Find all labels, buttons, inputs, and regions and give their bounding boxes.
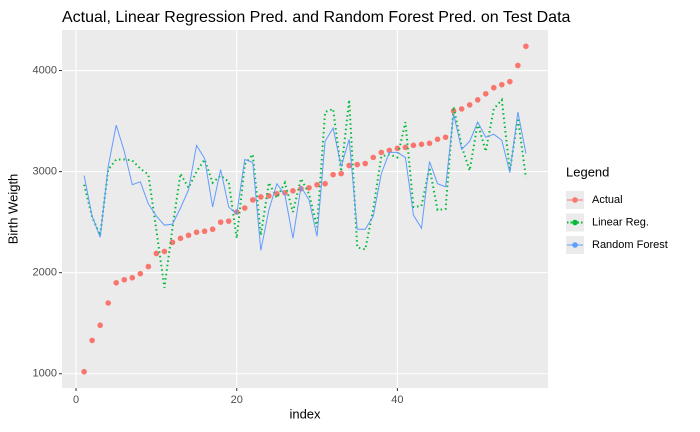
data-point <box>201 228 208 235</box>
data-point <box>121 276 128 283</box>
data-point <box>346 162 352 169</box>
data-point <box>217 219 224 225</box>
legend-marker <box>572 242 578 248</box>
legend-marker <box>572 197 578 203</box>
data-point <box>370 154 377 161</box>
data-point <box>330 171 336 178</box>
legend-title: Legend <box>566 164 609 179</box>
data-point <box>241 205 248 211</box>
data-point <box>378 149 385 156</box>
data-point <box>105 300 111 306</box>
data-point <box>442 134 449 141</box>
data-point <box>394 145 401 152</box>
data-point <box>354 161 361 168</box>
data-point <box>306 184 312 191</box>
data-point <box>426 140 433 147</box>
x-tick-label: 0 <box>73 394 79 406</box>
data-point <box>137 270 144 277</box>
y-tick-label: 3000 <box>33 166 57 178</box>
y-tick-label: 1000 <box>33 368 57 380</box>
data-point <box>129 274 136 281</box>
legend-label: Random Forest <box>592 239 668 251</box>
legend-label: Actual <box>592 194 623 206</box>
x-tick-label: 20 <box>231 394 243 406</box>
data-point <box>434 136 441 143</box>
data-point <box>161 248 168 255</box>
y-tick-label: 2000 <box>33 267 57 279</box>
data-point <box>410 142 417 149</box>
data-point <box>177 235 184 242</box>
data-point <box>290 188 296 194</box>
data-point <box>466 102 473 108</box>
data-point <box>145 263 152 270</box>
data-point <box>169 239 176 246</box>
y-tick-label: 4000 <box>33 64 57 76</box>
data-point <box>225 218 232 224</box>
data-point <box>402 144 409 151</box>
data-point <box>482 90 489 97</box>
x-axis-label: index <box>289 406 321 421</box>
y-axis-label: Birth Weigth <box>5 174 20 245</box>
data-point <box>81 368 87 375</box>
legend-marker <box>572 219 578 226</box>
data-point <box>193 229 200 236</box>
data-point <box>97 322 103 329</box>
data-point <box>418 141 425 148</box>
data-point <box>458 106 465 112</box>
data-point <box>314 181 320 188</box>
chart-title: Actual, Linear Regression Pred. and Rand… <box>62 9 571 26</box>
data-point <box>499 81 505 88</box>
data-point <box>89 337 95 344</box>
data-point <box>153 250 160 257</box>
data-point <box>322 180 328 187</box>
data-point <box>507 78 513 85</box>
data-point <box>362 160 369 167</box>
legend-label: Linear Reg. <box>592 216 649 228</box>
x-tick-label: 40 <box>391 394 403 406</box>
data-point <box>490 84 497 91</box>
data-point <box>113 279 120 286</box>
data-point <box>515 62 521 69</box>
data-point <box>209 226 216 233</box>
data-point <box>185 232 192 239</box>
data-point <box>386 147 393 154</box>
panel <box>62 30 548 388</box>
series-line <box>83 111 527 251</box>
data-point <box>249 197 256 203</box>
data-point <box>258 194 264 200</box>
data-point <box>338 170 344 177</box>
data-point <box>523 43 529 50</box>
data-point <box>474 97 481 103</box>
